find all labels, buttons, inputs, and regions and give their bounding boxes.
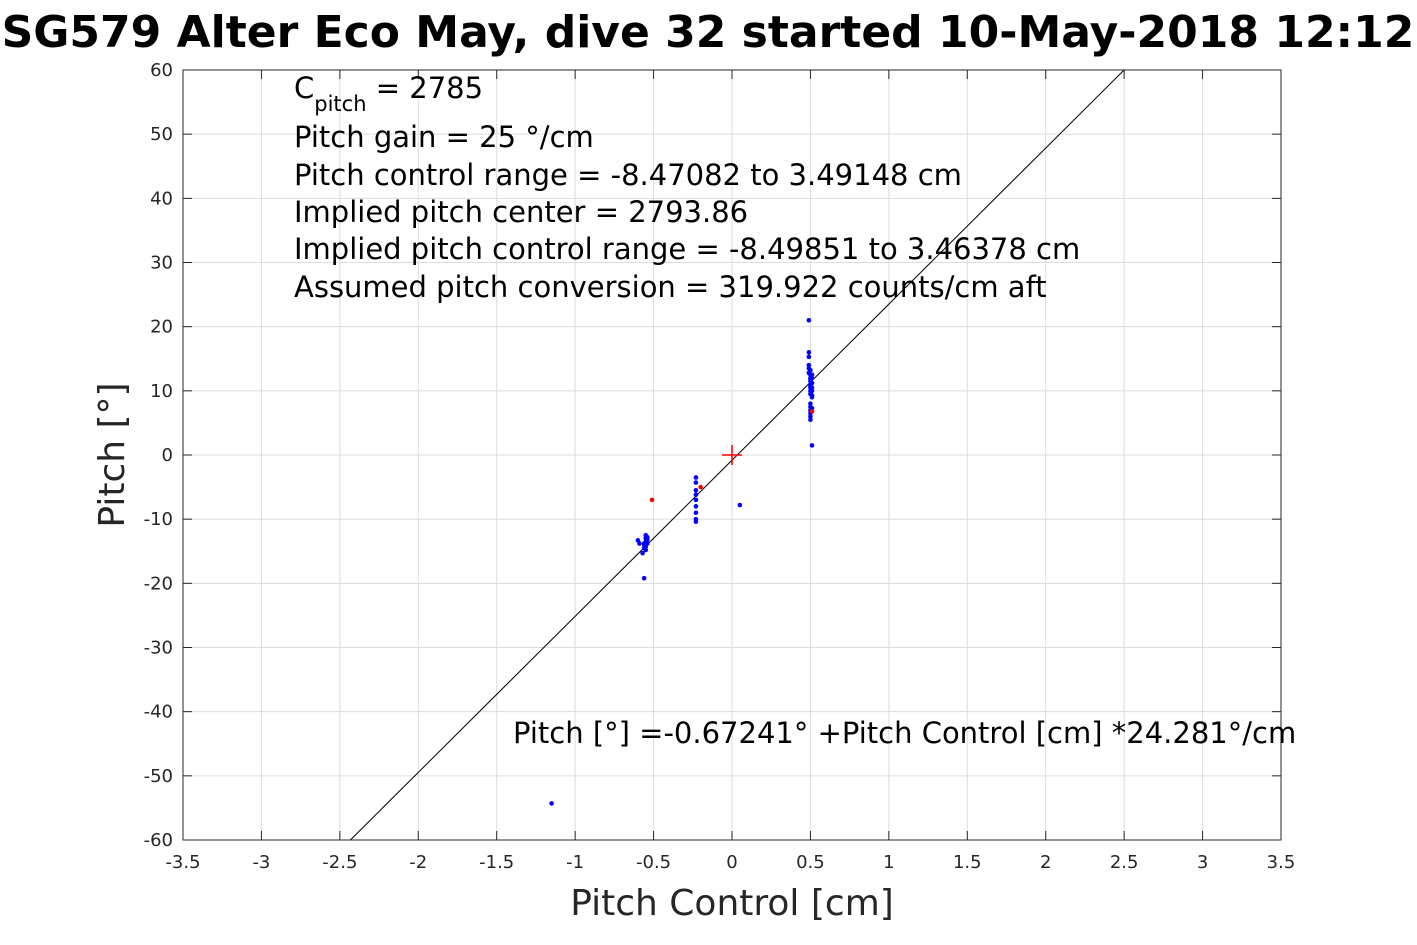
y-tick-label: -30 xyxy=(144,638,173,659)
data-point xyxy=(809,380,815,386)
x-tick-label: -1 xyxy=(566,852,584,873)
center-marker xyxy=(722,445,742,465)
data-point xyxy=(806,350,812,355)
data-point xyxy=(806,317,812,323)
y-axis-tick-labels: 60 50 40 30 20 10 0 -10 -20 -30 -40 -50 -60 xyxy=(144,60,173,851)
data-point xyxy=(644,534,650,540)
y-tick-label: 10 xyxy=(150,381,173,402)
x-tick-label: 0 xyxy=(726,852,737,873)
data-point xyxy=(640,550,645,556)
data-point xyxy=(806,362,812,368)
data-point xyxy=(806,354,812,360)
data-point xyxy=(693,510,699,516)
data-point xyxy=(737,502,743,508)
cpitch-value: = 2785 xyxy=(367,71,484,105)
x-tick-label: 2.5 xyxy=(1110,852,1139,873)
y-axis-label: Pitch [°] xyxy=(92,382,133,527)
cpitch-symbol: C xyxy=(294,71,314,105)
plot-frame xyxy=(182,69,1282,841)
data-point xyxy=(693,519,699,525)
data-point xyxy=(809,375,815,381)
fit-equation-annotation: Pitch [°] =-0.67241° +Pitch Control [cm]… xyxy=(513,716,1296,750)
data-point xyxy=(693,487,699,493)
x-tick-label: 3 xyxy=(1197,852,1208,873)
data-point xyxy=(693,492,699,498)
implied-pitch-control-range-annotation: Implied pitch control range = -8.49851 t… xyxy=(294,232,1080,266)
y-tick-label: 0 xyxy=(162,445,173,466)
data-point xyxy=(808,401,813,406)
x-tick-label: -3.5 xyxy=(165,852,200,873)
data-point xyxy=(649,497,655,503)
data-point xyxy=(698,484,703,490)
data-point xyxy=(549,801,554,806)
pitch-gain-annotation: Pitch gain = 25 °/cm xyxy=(294,120,594,154)
data-point xyxy=(693,475,699,480)
data-point xyxy=(693,497,699,503)
implied-pitch-center-annotation: Implied pitch center = 2793.86 xyxy=(294,195,748,229)
data-point xyxy=(809,409,815,414)
pitch-control-range-annotation: Pitch control range = -8.47082 to 3.4914… xyxy=(294,158,962,192)
y-tick-label: -40 xyxy=(144,702,173,723)
y-tick-label: 30 xyxy=(150,253,173,274)
data-point xyxy=(643,547,649,553)
cpitch-subscript: pitch xyxy=(314,92,366,116)
x-tick-label: -0.5 xyxy=(636,852,671,873)
y-tick-label: -60 xyxy=(144,830,173,851)
x-axis-label: Pitch Control [cm] xyxy=(570,883,894,924)
data-point xyxy=(809,388,815,394)
y-tick-label: 50 xyxy=(150,124,173,145)
data-point xyxy=(641,575,647,581)
data-points xyxy=(549,317,815,806)
x-tick-label: -2.5 xyxy=(322,852,357,873)
data-point xyxy=(808,417,813,423)
data-point xyxy=(808,414,813,419)
data-point xyxy=(644,541,650,546)
data-point xyxy=(809,372,815,378)
y-tick-label: 40 xyxy=(150,188,173,209)
x-tick-label: -1.5 xyxy=(479,852,514,873)
data-point xyxy=(809,385,815,390)
y-tick-label: 60 xyxy=(150,60,173,81)
data-point xyxy=(808,368,813,373)
x-tick-label: 0.5 xyxy=(796,852,825,873)
cpitch-annotation: Cpitch = 2785 xyxy=(294,71,483,116)
x-tick-label: -2 xyxy=(409,852,427,873)
y-tick-label: -50 xyxy=(144,766,173,787)
y-tick-label: -20 xyxy=(144,573,173,594)
chart-title: SG579 Alter Eco May, dive 32 started 10-… xyxy=(2,7,1415,58)
data-point xyxy=(809,405,815,411)
y-tick-label: 20 xyxy=(150,317,173,338)
x-tick-label: 1 xyxy=(883,852,894,873)
x-tick-label: 3.5 xyxy=(1267,852,1296,873)
data-point xyxy=(809,394,815,400)
x-tick-label: 1.5 xyxy=(953,852,982,873)
data-point xyxy=(693,504,699,509)
data-point xyxy=(809,443,815,448)
x-axis-tick-labels: -3.5 -3 -2.5 -2 -1.5 -1 -0.5 0 0.5 1 1.5 2 2.5 3 3.5 xyxy=(165,852,1295,873)
data-point xyxy=(637,541,642,546)
data-point xyxy=(693,480,699,485)
x-tick-label: 2 xyxy=(1040,852,1051,873)
assumed-pitch-conversion-annotation: Assumed pitch conversion = 319.922 count… xyxy=(294,270,1047,304)
x-tick-label: -3 xyxy=(252,852,270,873)
y-tick-label: -10 xyxy=(144,509,173,530)
